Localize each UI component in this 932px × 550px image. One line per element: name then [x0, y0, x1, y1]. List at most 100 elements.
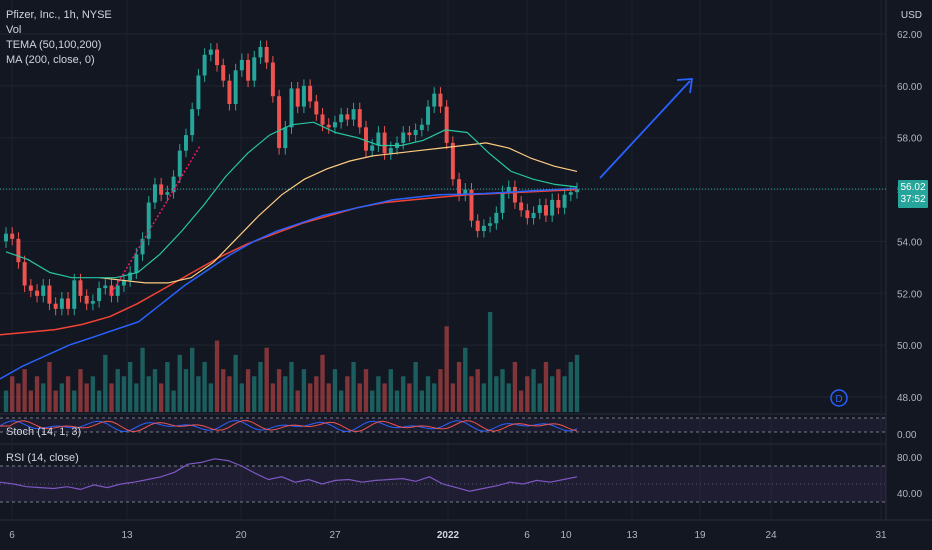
volume-bar	[413, 362, 418, 412]
candle-body	[481, 225, 486, 232]
volume-bar	[134, 383, 139, 412]
symbol-title[interactable]: Pfizer, Inc., 1h, NYSE	[6, 9, 112, 21]
candle-body	[320, 114, 325, 125]
candle-body	[258, 46, 263, 58]
candle-body	[494, 212, 499, 224]
candle-body	[28, 285, 33, 291]
volume-bar	[376, 376, 381, 412]
volume-bar	[264, 347, 269, 412]
volume-bar	[233, 354, 238, 412]
stoch-band-fill	[0, 418, 886, 432]
time-tick-label: 13	[626, 530, 638, 541]
volume-bar	[28, 390, 33, 412]
chart-legend: Pfizer, Inc., 1h, NYSE Vol TEMA (50,100,…	[6, 8, 112, 68]
volume-bar	[190, 347, 195, 412]
candle-body	[239, 59, 244, 71]
rsi-line	[0, 458, 578, 492]
volume-bar	[357, 383, 362, 412]
candle-body	[221, 65, 226, 81]
volume-bar	[289, 362, 294, 412]
volume-bar	[245, 369, 251, 412]
volume-bar	[84, 383, 89, 412]
volume-bar	[59, 383, 65, 412]
candle-body	[264, 46, 269, 63]
volume-bar	[338, 390, 344, 412]
candle-body	[121, 280, 126, 286]
volume-bar	[22, 369, 27, 412]
candle-body	[10, 233, 15, 239]
rsi-legend[interactable]: RSI (14, close)	[6, 452, 79, 464]
last-price-tag: 56.02 37:52	[898, 180, 928, 208]
volume-bar	[115, 369, 120, 412]
candle-body	[115, 285, 120, 296]
price-tick-label: 50.00	[897, 341, 922, 352]
candle-body	[519, 202, 524, 211]
candle-body	[84, 295, 89, 304]
volume-bar	[543, 362, 549, 412]
candle-body	[512, 186, 517, 203]
candle-body	[308, 85, 313, 102]
volume-bar	[320, 354, 325, 412]
volume-bar	[475, 369, 480, 412]
candle-body	[438, 93, 443, 107]
candle-body	[190, 109, 195, 136]
volume-bar	[574, 354, 580, 412]
time-tick-label: 19	[694, 530, 706, 541]
volume-bar	[500, 369, 505, 412]
volume-bar	[363, 369, 369, 412]
candle-body	[66, 298, 71, 309]
volume-bar	[487, 312, 493, 412]
legend-ma[interactable]: MA (200, close, 0)	[6, 54, 95, 66]
volume-bar	[221, 369, 226, 412]
candle-body	[134, 254, 139, 273]
volume-bar	[146, 376, 151, 412]
volume-bar	[196, 376, 201, 412]
candle-body	[97, 288, 102, 302]
candle-body	[314, 101, 319, 115]
volume-bar	[165, 362, 170, 412]
candle-body	[301, 85, 306, 107]
currency-label[interactable]: USD	[900, 10, 922, 21]
legend-tema[interactable]: TEMA (50,100,200)	[6, 39, 102, 51]
volume-bar	[140, 347, 145, 412]
volume-bar	[96, 390, 102, 412]
tema-mid-line	[99, 142, 578, 284]
volume-bar	[121, 376, 127, 412]
volume-bar	[550, 376, 555, 412]
candle-body	[59, 298, 64, 309]
stoch-legend[interactable]: Stoch (14, 1, 3)	[6, 426, 82, 438]
candle-body	[47, 285, 52, 304]
volume-bar	[72, 390, 77, 412]
candle-body	[376, 132, 381, 146]
candle-body	[525, 210, 530, 219]
candle-body	[53, 303, 58, 309]
candle-body	[165, 192, 170, 195]
candle-body	[16, 238, 21, 263]
candle-body	[196, 75, 201, 110]
volume-bar	[127, 362, 133, 412]
candle-body	[277, 96, 282, 149]
volume-bar	[438, 369, 443, 412]
candle-body	[388, 148, 393, 154]
time-tick-label: 10	[560, 530, 572, 541]
time-tick-label: 2022	[437, 530, 460, 541]
candle-body	[90, 301, 95, 304]
volume-bar	[239, 383, 245, 412]
volume-bar	[78, 369, 83, 412]
volume-bar	[3, 390, 9, 412]
candle-body	[382, 132, 387, 154]
volume-bar	[276, 369, 282, 412]
volume-bar	[53, 390, 58, 412]
candle-body	[500, 192, 505, 213]
legend-vol[interactable]: Vol	[6, 24, 22, 36]
candle-body	[401, 132, 406, 143]
volume-bar	[512, 362, 518, 412]
time-tick-label: 24	[765, 530, 777, 541]
time-tick-label: 27	[329, 530, 341, 541]
volume-bar	[183, 369, 189, 412]
ma200-line	[0, 187, 578, 380]
candle-body	[363, 127, 368, 151]
price-tick-label: 52.00	[897, 289, 922, 300]
candle-body	[568, 192, 573, 195]
